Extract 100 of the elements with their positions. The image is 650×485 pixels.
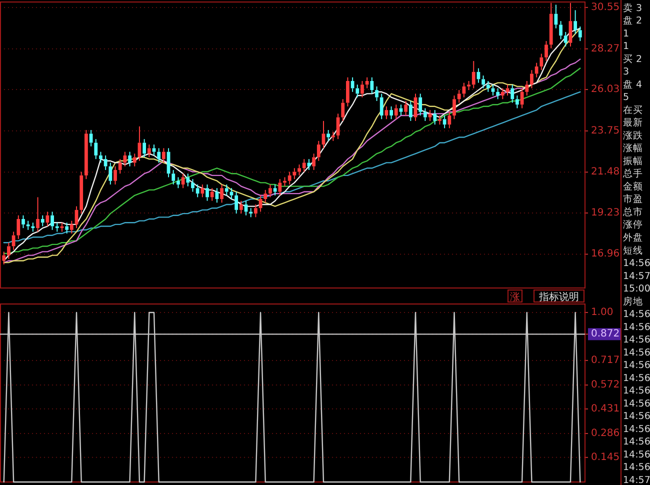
candlestick (292, 168, 296, 180)
candlestick (162, 148, 166, 164)
candlestick (224, 184, 228, 196)
candlestick (356, 84, 360, 98)
candlestick (578, 26, 582, 42)
candlestick (99, 151, 102, 164)
candlestick (331, 131, 335, 142)
candlestick (574, 10, 578, 34)
candlestick (564, 31, 568, 47)
text: 盘 4 (623, 78, 642, 90)
y-tick-label: 28.27 (591, 43, 620, 54)
candlestick (206, 184, 209, 202)
candlestick (544, 40, 548, 62)
candlestick (273, 184, 277, 196)
text: 买 2 (623, 54, 642, 65)
y-tick-label: 0.431 (591, 403, 620, 414)
y-tick-label: 30.55 (591, 2, 620, 13)
y-tick-label: 0.872 (591, 328, 620, 340)
candlestick (408, 100, 412, 122)
text: 3 (623, 66, 630, 78)
candlestick (423, 108, 427, 122)
candlestick (80, 171, 84, 214)
candlestick (442, 114, 446, 129)
candlestick (467, 80, 470, 91)
candlestick (530, 70, 534, 89)
candlestick (200, 184, 204, 198)
text: 14:56 (623, 436, 650, 448)
candlestick (302, 158, 306, 172)
candlestick (172, 169, 176, 185)
candlestick (220, 184, 224, 204)
text: 15:00 (623, 284, 650, 295)
text: 14:56 (623, 322, 650, 333)
candlestick (36, 196, 40, 232)
candlestick (239, 200, 243, 214)
candlestick (138, 126, 142, 162)
candlestick (104, 154, 108, 170)
candlestick (346, 76, 350, 107)
candlestick (123, 151, 127, 167)
text: 14:56 (623, 347, 650, 358)
y-tick-label: 0.145 (591, 452, 620, 463)
text: 涨幅 (623, 142, 643, 154)
candlestick (462, 82, 466, 98)
candlestick (12, 231, 16, 250)
candlestick (525, 80, 529, 96)
candlestick (16, 214, 20, 240)
text: 1 (623, 28, 630, 40)
candlestick (559, 20, 562, 40)
candlestick (307, 158, 311, 170)
candlestick (457, 90, 461, 104)
text: 14:56 (623, 309, 650, 320)
candlestick (128, 151, 132, 167)
text: 14:56 (623, 372, 650, 384)
candlestick (70, 220, 74, 234)
text: 14:56 (623, 411, 650, 422)
candlestick (7, 242, 10, 260)
text: 14:56 (623, 398, 650, 410)
candlestick (181, 173, 185, 189)
candlestick (554, 4, 558, 29)
candlestick (50, 211, 54, 230)
candlestick (278, 178, 282, 196)
text: 1 (623, 41, 630, 52)
candlestick (191, 178, 194, 192)
candlestick (254, 204, 258, 218)
candlestick (452, 95, 456, 120)
text: 金额 (623, 180, 643, 192)
text: 市盈 (623, 193, 643, 206)
text: 14:56 (623, 424, 650, 435)
text: 盘 2 (623, 14, 642, 27)
text: 14:57 (623, 270, 650, 282)
text: 14:56 (623, 334, 650, 346)
candlestick (210, 188, 214, 202)
text: 短线 (623, 244, 643, 256)
text: 14:56 (623, 386, 650, 397)
candlestick (316, 140, 320, 162)
text: 外盘 (623, 232, 643, 244)
candlestick (84, 130, 88, 180)
text: 最新 (623, 116, 643, 129)
candlestick (433, 110, 437, 126)
candlestick (26, 220, 30, 230)
text: 卖 3 (623, 2, 642, 14)
candlestick (428, 110, 432, 122)
y-tick-label: 0.286 (591, 428, 620, 440)
candlestick (360, 80, 364, 98)
text: 涨停 (623, 218, 643, 231)
candlestick (196, 184, 200, 198)
y-tick-label: 21.48 (591, 166, 620, 178)
candlestick (40, 214, 44, 227)
candlestick (496, 88, 500, 100)
candlestick (234, 191, 238, 214)
candlestick (108, 162, 112, 185)
candlestick (448, 111, 452, 129)
text: 14:57 (623, 475, 650, 485)
text: 涨 (510, 291, 520, 303)
candlestick (157, 148, 161, 164)
candlestick (500, 88, 504, 100)
candlestick (472, 60, 476, 89)
text: 房地 (623, 295, 643, 308)
text: 振幅 (623, 154, 643, 167)
text: 5 (623, 92, 630, 104)
candlestick (350, 76, 354, 92)
